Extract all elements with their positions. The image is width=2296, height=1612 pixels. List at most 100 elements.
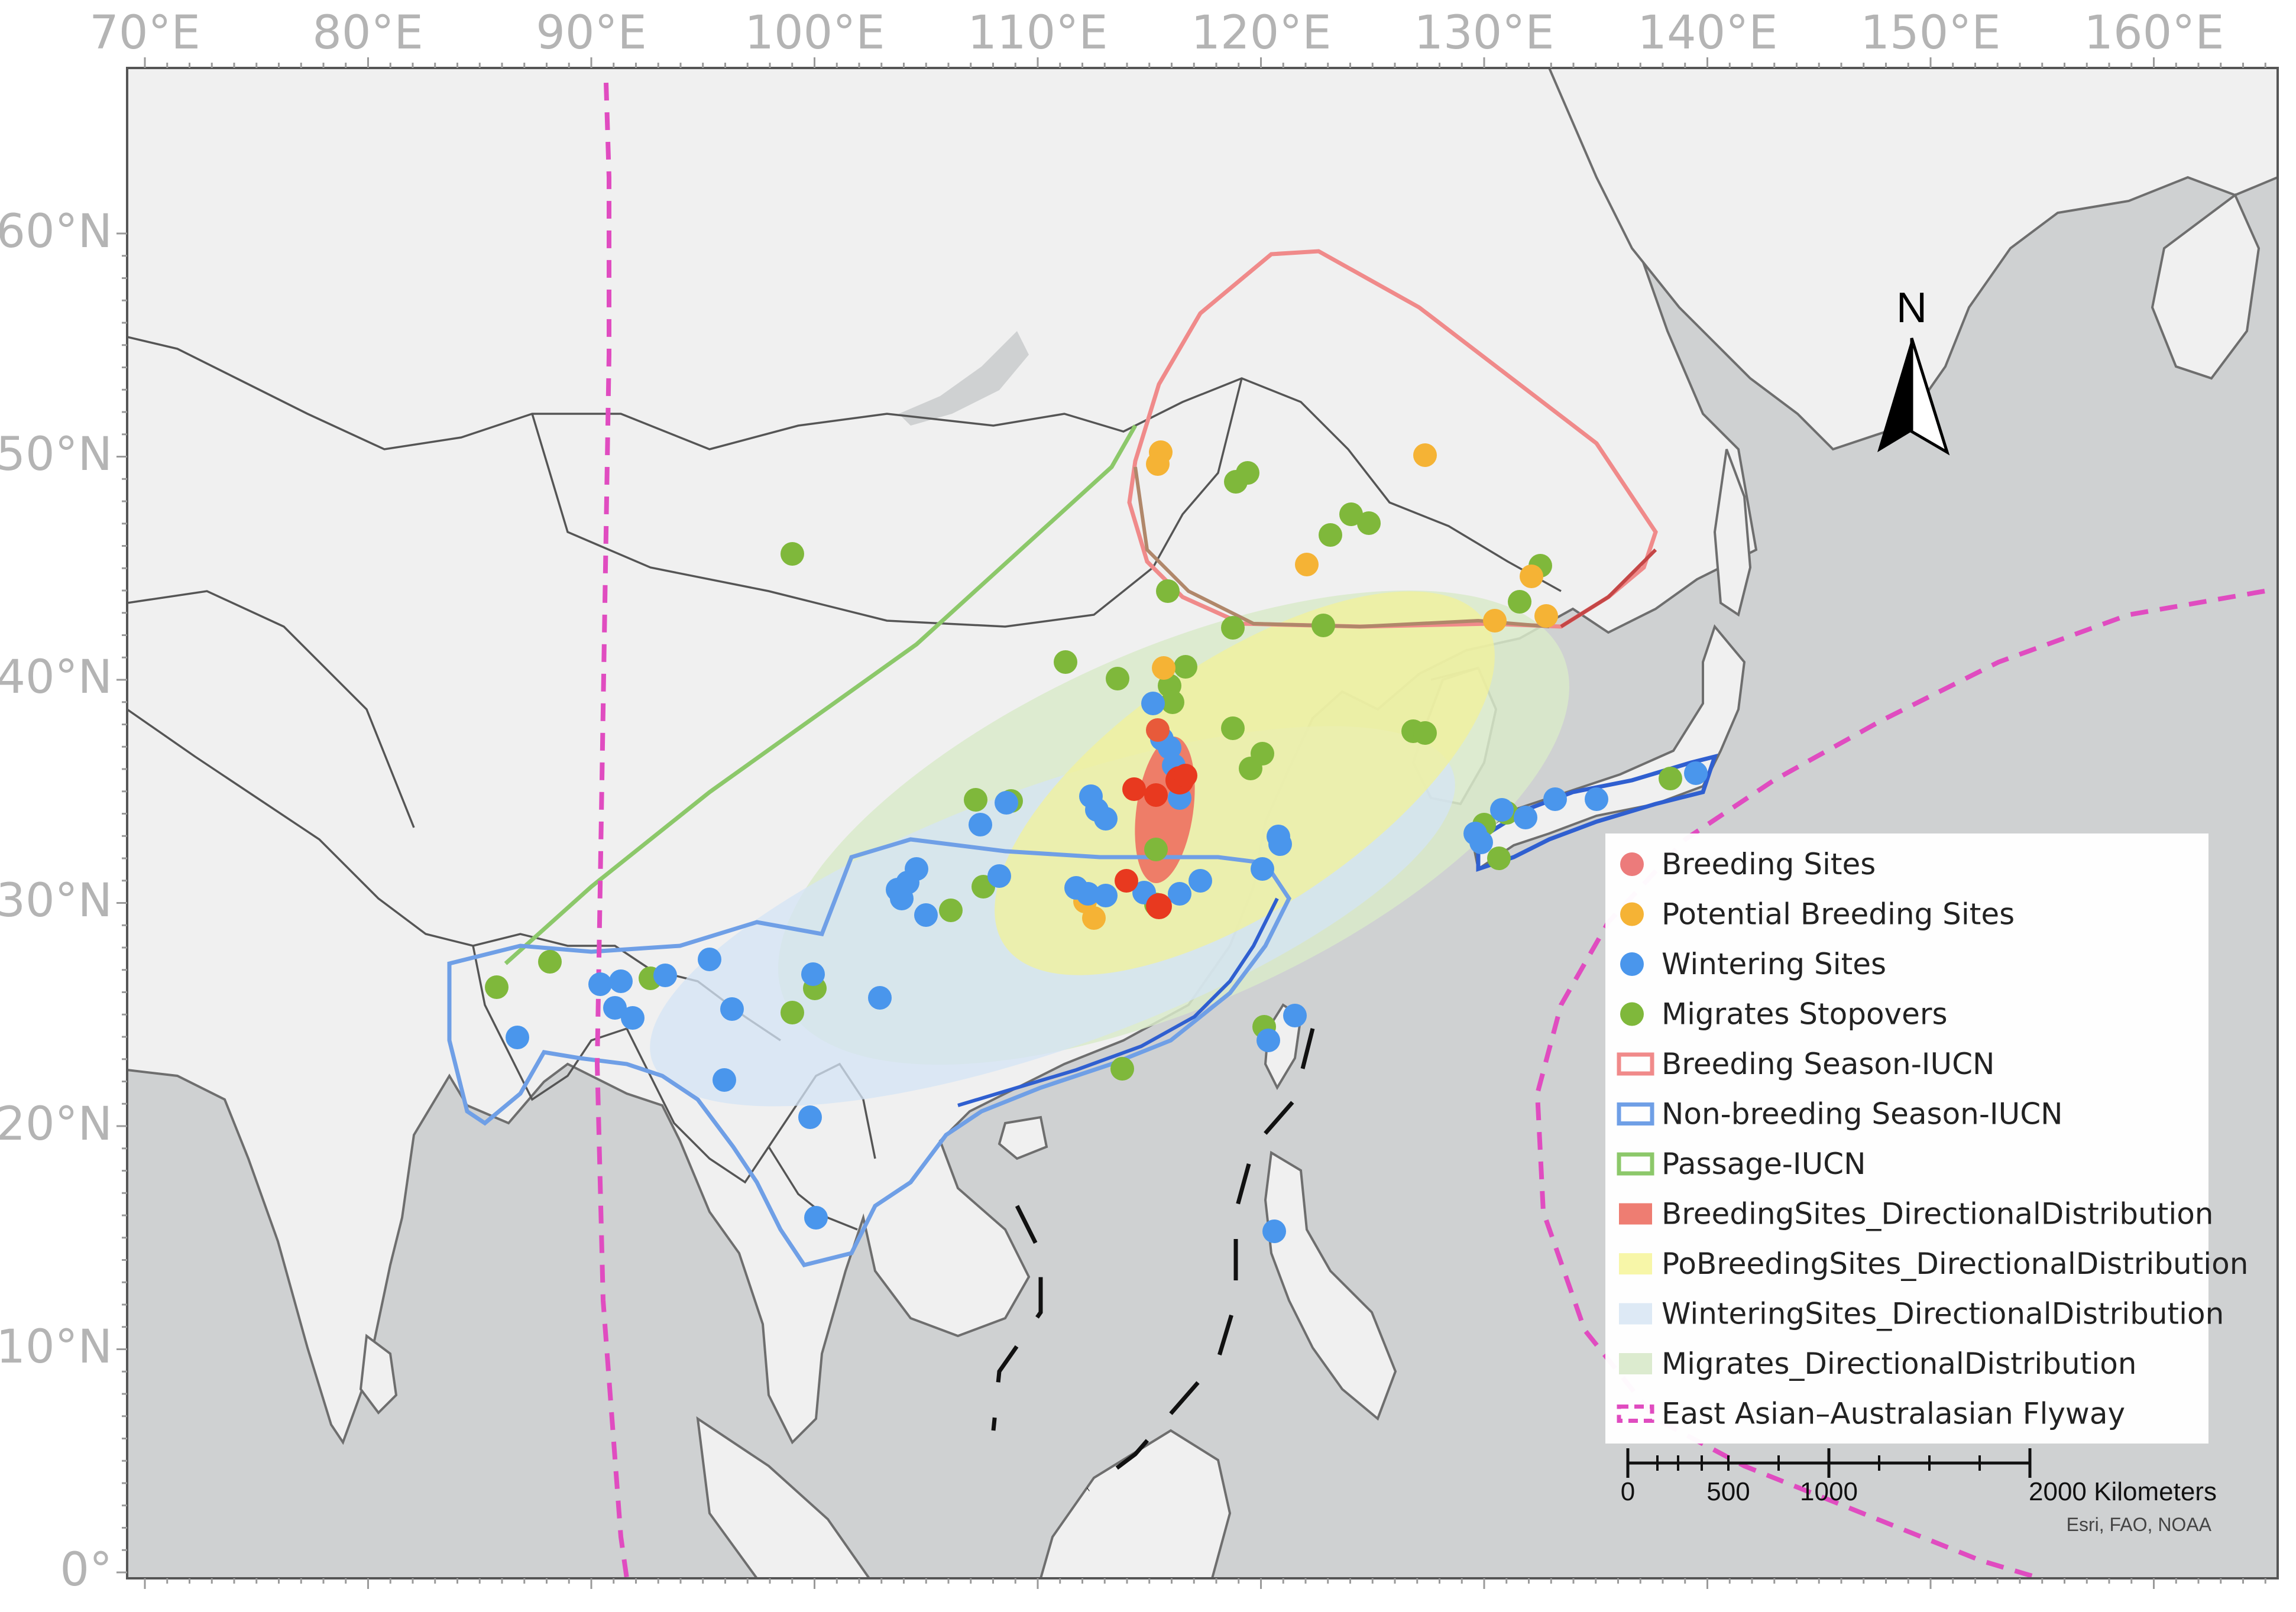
lat-label: 20°N xyxy=(0,1098,112,1151)
stopover-site xyxy=(1156,579,1180,603)
stopover-site xyxy=(1508,590,1531,614)
wintering-site xyxy=(1514,806,1537,829)
latitude-labels: 60°N 50°N 40°N 30°N 20°N 10°N 0° xyxy=(0,205,112,1597)
potential-breeding-site xyxy=(1295,553,1319,576)
legend-dot-symbol xyxy=(1620,852,1644,876)
potential-breeding-site xyxy=(1413,443,1437,467)
graticule-ticks xyxy=(116,57,2266,1589)
stopover-site xyxy=(939,899,963,922)
breeding-site xyxy=(1115,869,1138,893)
scale-tick-label: 2000 Kilometers xyxy=(2029,1477,2217,1506)
site-points xyxy=(485,440,1708,1243)
wintering-site xyxy=(506,1026,529,1049)
lon-label: 80°E xyxy=(312,7,423,60)
legend-item: Potential Breeding Sites xyxy=(1620,897,2015,932)
wintering-site xyxy=(1158,736,1181,760)
legend-item: East Asian–Australasian Flyway xyxy=(1617,1397,2125,1431)
wintering-site xyxy=(1684,761,1708,785)
wintering-site xyxy=(1268,832,1292,856)
breeding-site xyxy=(1146,893,1172,919)
lat-label: 50°N xyxy=(0,428,112,481)
legend-item: PoBreedingSites_DirectionalDistribution xyxy=(1619,1247,2248,1281)
lon-label: 120°E xyxy=(1191,7,1331,60)
wintering-site xyxy=(1251,857,1274,881)
flyway-boundary-west xyxy=(594,82,629,1578)
legend-label: Non-breeding Season-IUCN xyxy=(1662,1097,2063,1131)
legend-item: Breeding Sites xyxy=(1620,847,1876,881)
legend-label: Migrates_DirectionalDistribution xyxy=(1662,1347,2137,1381)
stopover-site xyxy=(1659,767,1682,790)
legend-label: Potential Breeding Sites xyxy=(1662,897,2015,932)
stopover-site xyxy=(1239,757,1262,780)
land-sakhalin xyxy=(1713,449,1752,617)
wintering-site xyxy=(1490,798,1514,822)
legend-dot-symbol xyxy=(1620,952,1644,976)
legend-item: Non-breeding Season-IUCN xyxy=(1617,1097,2063,1131)
wintering-site xyxy=(1585,787,1608,811)
iucn-passage-range xyxy=(504,424,1138,965)
scale-bar: 0 500 1000 2000 Kilometers Esri, FAO, NO… xyxy=(1621,1448,2217,1535)
wintering-site xyxy=(621,1006,645,1030)
breeding-site xyxy=(1122,777,1146,801)
wintering-site xyxy=(1189,869,1212,893)
flyway-boundary-east xyxy=(1534,589,2265,1578)
legend-label: Passage-IUCN xyxy=(1662,1147,1866,1181)
legend-item: Migrates Stopovers xyxy=(1620,997,1948,1032)
wintering-site xyxy=(995,791,1018,815)
stopover-site xyxy=(1106,667,1129,690)
land-sri-lanka xyxy=(359,1334,398,1415)
stopover-site xyxy=(1357,511,1381,535)
potential-breeding-site xyxy=(1520,565,1543,588)
stopover-site xyxy=(1110,1057,1134,1081)
legend-label: East Asian–Australasian Flyway xyxy=(1662,1397,2125,1431)
stopover-site xyxy=(1339,502,1363,526)
iucn-nonbreeding-coast xyxy=(957,897,1279,1107)
lon-label: 90°E xyxy=(536,7,647,60)
wintering-site xyxy=(1168,882,1191,906)
wintering-site xyxy=(798,1105,822,1129)
scale-tick-label: 1000 xyxy=(1800,1477,1858,1506)
lon-label: 110°E xyxy=(967,7,1107,60)
wintering-site xyxy=(1094,884,1118,907)
wintering-site xyxy=(1141,692,1165,715)
stopover-site xyxy=(1054,650,1077,674)
land-hainan xyxy=(998,1115,1048,1160)
stopover-site xyxy=(1144,838,1168,861)
legend-dash-symbol xyxy=(1617,1405,1654,1423)
potential-breeding-points xyxy=(1073,440,1558,930)
wintering-site xyxy=(868,986,892,1010)
legend-label: Wintering Sites xyxy=(1662,947,1886,981)
stopover-site xyxy=(964,788,987,812)
legend-item: Breeding Season-IUCN xyxy=(1617,1047,1994,1081)
iucn-passage-outline-2 xyxy=(1134,466,1550,629)
north-arrow-icon xyxy=(1877,338,1950,456)
stopover-site xyxy=(1221,616,1245,640)
stopover-site xyxy=(1311,614,1335,637)
stopover-site xyxy=(1236,461,1259,485)
lon-label: 150°E xyxy=(1860,7,2000,60)
wintering-site xyxy=(698,948,721,971)
wintering-site xyxy=(801,962,825,986)
wintering-site xyxy=(1094,807,1118,831)
stopover-site xyxy=(1487,846,1511,870)
stopover-site xyxy=(781,1001,804,1024)
lat-label: 0° xyxy=(60,1543,112,1597)
stopover-site xyxy=(485,975,509,999)
wintering-site xyxy=(1076,882,1100,906)
legend-outline-symbol xyxy=(1617,1102,1654,1126)
breeding-points xyxy=(1115,718,1197,919)
north-arrow: N xyxy=(1877,284,1950,456)
legend-label: Breeding Season-IUCN xyxy=(1662,1047,1994,1081)
stopover-site xyxy=(538,950,562,974)
wintering-site xyxy=(914,903,938,927)
potential-breeding-site xyxy=(1152,656,1175,680)
wintering-site xyxy=(588,972,612,996)
potential-breeding-site xyxy=(1082,906,1106,930)
wintering-site xyxy=(890,887,914,910)
legend-dot-symbol xyxy=(1620,1002,1644,1026)
stopover-site xyxy=(1161,690,1184,714)
legend-item: Wintering Sites xyxy=(1620,947,1886,981)
nine-dash-line xyxy=(1086,1028,1315,1491)
land-kamchatka xyxy=(2151,193,2261,380)
